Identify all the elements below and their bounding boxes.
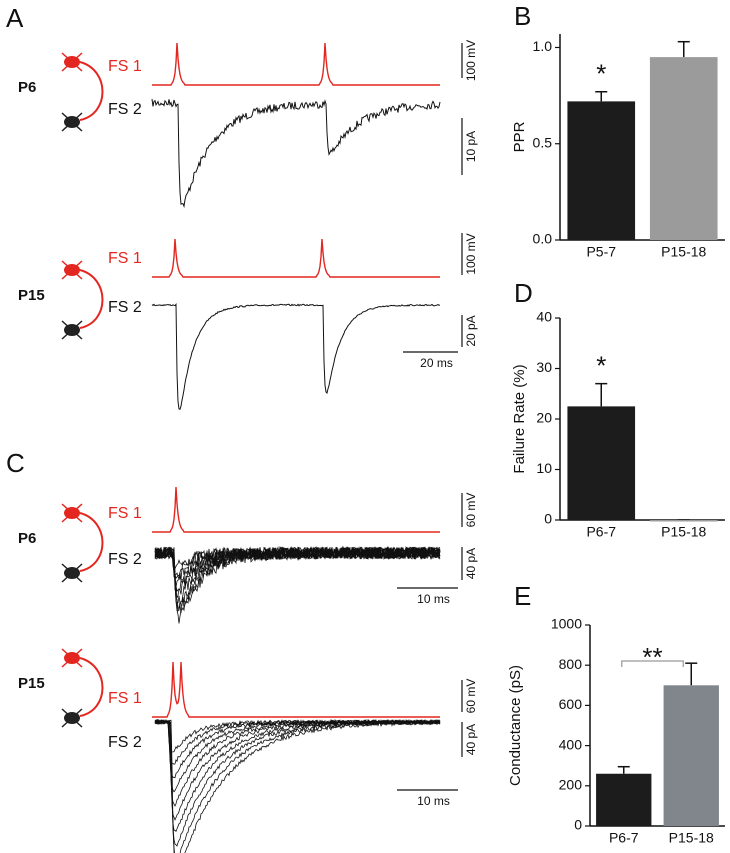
neuron bbox=[64, 712, 80, 724]
postsynaptic-trace bbox=[154, 718, 441, 779]
postsynaptic-trace bbox=[154, 719, 441, 853]
pre-label: FS 1 bbox=[108, 505, 142, 522]
y-tick-label: 1.0 bbox=[533, 38, 553, 54]
postsynaptic-trace bbox=[154, 546, 441, 614]
neuron bbox=[64, 652, 80, 664]
connection-arrow bbox=[79, 269, 104, 329]
scale-label: 10 ms bbox=[417, 592, 450, 606]
pre-label: FS 1 bbox=[108, 250, 142, 267]
postsynaptic-trace bbox=[154, 718, 441, 853]
scale-label: 60 mV bbox=[464, 679, 478, 714]
scale-label: 100 mV bbox=[464, 233, 478, 274]
age-label: P6 bbox=[18, 79, 36, 96]
y-axis-label: PPR bbox=[511, 121, 528, 152]
significance: * bbox=[596, 351, 606, 381]
scale-label: 20 pA bbox=[464, 315, 478, 346]
y-axis-label: Conductance (pS) bbox=[507, 665, 524, 786]
neuron bbox=[64, 56, 80, 68]
panel-letter: C bbox=[6, 448, 25, 478]
bar bbox=[649, 57, 718, 241]
neuron bbox=[64, 567, 80, 579]
y-tick-label: 1000 bbox=[551, 616, 582, 632]
postsynaptic-trace bbox=[154, 719, 441, 793]
presynaptic-trace bbox=[152, 486, 440, 533]
scale-label: 40 pA bbox=[464, 548, 478, 579]
scale-label: 40 pA bbox=[464, 724, 478, 755]
significance: ** bbox=[642, 642, 662, 672]
postsynaptic-trace bbox=[151, 98, 441, 209]
x-tick-label: P6-7 bbox=[609, 830, 639, 846]
scale-label: 10 pA bbox=[464, 131, 478, 162]
bar bbox=[596, 773, 652, 826]
y-tick-label: 10 bbox=[536, 460, 552, 476]
y-tick-label: 20 bbox=[536, 410, 552, 426]
post-label: FS 2 bbox=[108, 101, 142, 118]
significance: * bbox=[596, 59, 606, 89]
age-label: P6 bbox=[18, 530, 36, 547]
bar bbox=[663, 685, 719, 826]
panel-letter: B bbox=[514, 1, 531, 31]
scale-label: 60 mV bbox=[464, 493, 478, 528]
y-tick-label: 200 bbox=[559, 777, 583, 793]
neuron bbox=[64, 264, 80, 276]
postsynaptic-trace bbox=[154, 719, 441, 847]
significance-bracket bbox=[621, 660, 684, 667]
presynaptic-trace bbox=[152, 238, 440, 278]
connection-arrow bbox=[79, 61, 104, 121]
bar bbox=[649, 520, 718, 522]
age-label: P15 bbox=[18, 287, 45, 304]
y-tick-label: 0.0 bbox=[533, 231, 553, 247]
y-tick-label: 400 bbox=[559, 736, 583, 752]
y-tick-label: 0.5 bbox=[533, 134, 553, 150]
neuron bbox=[64, 116, 80, 128]
y-tick-label: 800 bbox=[559, 656, 583, 672]
pre-label: FS 1 bbox=[108, 690, 142, 707]
scale-label: 10 ms bbox=[417, 794, 450, 808]
x-tick-label: P15-18 bbox=[669, 830, 714, 846]
post-label: FS 2 bbox=[108, 551, 142, 568]
y-tick-label: 40 bbox=[536, 309, 552, 325]
y-tick-label: 30 bbox=[536, 359, 552, 375]
age-label: P15 bbox=[18, 675, 45, 692]
y-tick-label: 0 bbox=[574, 817, 582, 833]
panel-letter: A bbox=[6, 3, 24, 33]
scale-label: 100 mV bbox=[464, 40, 478, 81]
connection-arrow bbox=[79, 512, 104, 572]
neuron bbox=[64, 507, 80, 519]
connection-arrow bbox=[79, 657, 104, 717]
scale-label: 20 ms bbox=[420, 356, 453, 370]
panel-letter: E bbox=[514, 581, 531, 611]
postsynaptic-trace bbox=[154, 719, 441, 821]
post-label: FS 2 bbox=[108, 299, 142, 316]
x-tick-label: P15-18 bbox=[661, 524, 706, 540]
x-tick-label: P6-7 bbox=[586, 524, 616, 540]
y-tick-label: 0 bbox=[544, 511, 552, 527]
post-label: FS 2 bbox=[108, 734, 142, 751]
postsynaptic-trace bbox=[154, 719, 441, 807]
presynaptic-trace bbox=[152, 42, 440, 86]
bar bbox=[567, 406, 636, 520]
pre-label: FS 1 bbox=[108, 58, 142, 75]
y-axis-label: Failure Rate (%) bbox=[511, 364, 528, 473]
panel-letter: D bbox=[514, 278, 533, 308]
postsynaptic-trace bbox=[151, 303, 441, 410]
x-tick-label: P5-7 bbox=[586, 244, 616, 260]
neuron bbox=[64, 324, 80, 336]
x-tick-label: P15-18 bbox=[661, 244, 706, 260]
y-tick-label: 600 bbox=[559, 696, 583, 712]
presynaptic-trace bbox=[152, 661, 440, 718]
bar bbox=[567, 101, 636, 240]
postsynaptic-trace bbox=[154, 546, 441, 624]
